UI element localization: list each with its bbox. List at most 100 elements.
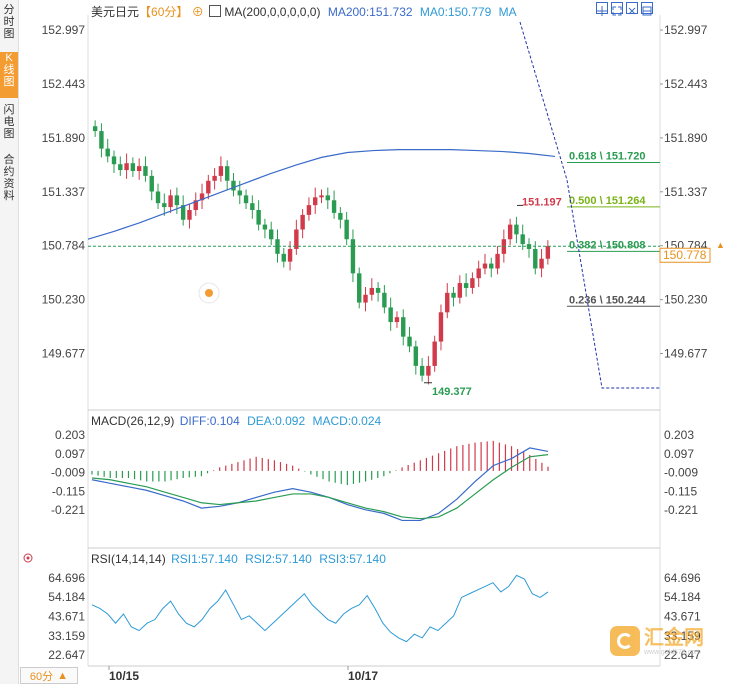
target-icon[interactable]	[22, 551, 34, 563]
y-tick-label-left: 150.230	[42, 293, 86, 307]
current-price-arrow-icon: ▲	[716, 240, 725, 250]
candle-body	[357, 273, 362, 303]
rsi-y-tick-left: 54.184	[48, 590, 85, 604]
rsi-y-tick-right: 64.696	[664, 571, 701, 585]
main-header: 美元日元【60分】 ⊕ MA(200,0,0,0,0,0) MA200:151.…	[91, 3, 517, 20]
tab-intraday[interactable]: 分时图	[0, 4, 18, 44]
candle-body	[451, 292, 456, 298]
ma200-line	[87, 148, 556, 240]
rsi2-value: RSI2:57.140	[245, 552, 312, 566]
tab-kline[interactable]: K线图	[0, 52, 18, 98]
rsi-y-tick-right: 54.184	[664, 590, 701, 604]
candle-body	[281, 253, 286, 262]
candle-body	[262, 224, 268, 230]
candle-body	[419, 365, 425, 376]
candle-body	[256, 210, 261, 225]
candle-body	[294, 229, 299, 249]
y-tick-label-left: 150.784	[42, 239, 86, 253]
fib-label: 0.500 \ 151.264	[569, 195, 646, 207]
candle-body	[180, 205, 186, 220]
candle-body	[92, 126, 98, 132]
candle-body	[237, 190, 242, 196]
close-icon[interactable]	[626, 2, 638, 15]
candle-body	[325, 195, 330, 201]
candle-body	[482, 263, 488, 269]
layout-icon[interactable]	[641, 2, 653, 16]
candle-body	[199, 193, 205, 201]
macd-dea: DEA:0.092	[247, 414, 306, 428]
crosshair-icon[interactable]	[596, 2, 608, 16]
y-tick-label-left: 151.337	[42, 185, 86, 199]
macd-y-tick-right: -0.221	[664, 503, 698, 517]
candle-body	[124, 163, 129, 171]
indicator-icon	[209, 5, 222, 17]
candle-body	[514, 224, 519, 235]
candle-body	[275, 239, 280, 254]
candle-body	[457, 283, 463, 298]
y-tick-label-right: 151.890	[664, 131, 708, 145]
candle-body	[168, 195, 173, 208]
y-tick-label-right: 150.230	[664, 293, 708, 307]
rsi-y-tick-right: 22.647	[664, 648, 701, 662]
candle-body	[520, 234, 525, 245]
current-price-label: 150.778	[663, 248, 707, 262]
rsi-line	[91, 574, 549, 643]
rsi-header: RSI(14,14,14) RSI1:57.140 RSI2:57.140 RS…	[91, 552, 386, 566]
candle-body	[350, 239, 356, 274]
candle-body	[136, 166, 142, 172]
fullscreen-icon[interactable]	[611, 2, 623, 16]
y-tick-label-left: 152.997	[42, 23, 86, 37]
candle-body	[99, 131, 104, 149]
candle-body	[438, 312, 444, 342]
macd-y-tick-left: 0.097	[55, 447, 85, 461]
tab-kline-label: K线图	[3, 52, 15, 88]
y-tick-label-right: 149.677	[664, 347, 708, 361]
period-arrow-icon: ▲	[57, 669, 69, 682]
macd-y-tick-left: -0.115	[52, 484, 85, 498]
mascot-badge-dot	[205, 289, 213, 297]
window-toolbar	[596, 2, 653, 16]
tab-flash[interactable]: 闪电图	[0, 104, 18, 148]
candle-body	[287, 248, 293, 262]
candle-body	[250, 203, 255, 210]
low-label: 149.377	[432, 386, 472, 398]
macd-diff: DIFF:0.104	[179, 414, 240, 428]
candle-body	[432, 341, 437, 366]
tab-intraday-label: 分时图	[3, 4, 15, 40]
candle-body	[174, 195, 180, 206]
candle-body	[369, 287, 375, 295]
candle-body	[143, 166, 148, 176]
candle-body	[319, 195, 324, 198]
candle-body	[363, 294, 368, 303]
candle-body	[313, 197, 318, 206]
candle-body	[306, 205, 312, 215]
high-label: 151.197	[522, 196, 562, 208]
ma-extra: MA	[498, 5, 517, 19]
candle-body	[375, 287, 381, 293]
macd-dea-line	[91, 454, 549, 520]
candle-body	[243, 195, 249, 204]
tab-flash-label: 闪电图	[3, 104, 15, 140]
ma-label: MA(200,0,0,0,0,0)	[224, 5, 321, 19]
candle-body	[394, 317, 400, 323]
candle-body	[413, 346, 419, 366]
y-tick-label-right: 151.337	[664, 185, 708, 199]
logo-text: 汇金网	[644, 626, 704, 649]
x-tick-label: 10/17	[348, 669, 378, 683]
candle-body	[426, 365, 431, 376]
y-tick-label-right: 152.997	[664, 23, 708, 37]
current-price-box	[659, 247, 711, 263]
candle-body	[193, 200, 198, 210]
tab-contract-info[interactable]: 合约资料	[0, 154, 18, 212]
candle-body	[155, 191, 161, 204]
candle-body	[476, 268, 481, 279]
candle-body	[130, 163, 136, 172]
site-logo: 汇金网 www.gold678.com	[610, 626, 704, 656]
symbol-name: 美元日元	[91, 5, 140, 19]
period-button-label: 60分	[29, 670, 54, 683]
macd-y-tick-right: 0.203	[664, 428, 694, 442]
candle-body	[401, 317, 406, 337]
add-symbol-icon[interactable]: ⊕	[191, 5, 204, 19]
period-selector-button[interactable]: 60分 ▲	[20, 667, 78, 684]
